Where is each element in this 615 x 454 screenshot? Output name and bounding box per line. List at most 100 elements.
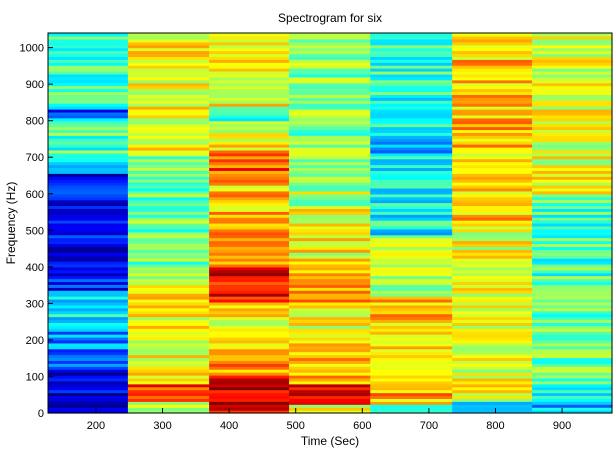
heat-cell — [127, 176, 210, 180]
heat-cell — [127, 249, 210, 253]
heat-cell — [48, 246, 129, 250]
heat-cell — [48, 167, 129, 171]
heat-cell — [289, 173, 371, 177]
heat-cell — [209, 44, 290, 49]
heat-cell — [370, 129, 453, 133]
heat-cell — [532, 59, 613, 63]
heat-cell — [289, 199, 371, 204]
heat-cell — [370, 310, 453, 315]
heat-cell — [452, 269, 533, 274]
heat-cell — [127, 114, 210, 119]
heat-cell — [370, 100, 453, 104]
heat-cell — [48, 205, 129, 209]
heat-cell — [289, 307, 371, 312]
heat-cell — [127, 35, 210, 40]
heat-cell — [532, 65, 613, 69]
chart-title: Spectrogram for six — [278, 11, 382, 25]
heat-cell — [452, 214, 533, 218]
heat-cell — [48, 225, 129, 230]
heat-cell — [370, 68, 453, 72]
heat-cell — [289, 363, 371, 367]
heat-cell — [289, 392, 371, 397]
heat-cell — [452, 389, 533, 394]
heat-cell — [452, 106, 533, 110]
heat-cell — [209, 407, 290, 411]
heat-cell — [532, 208, 613, 212]
heat-cell — [452, 147, 533, 151]
heat-cell — [48, 100, 129, 104]
heat-cell — [370, 167, 453, 171]
heat-cell — [48, 266, 129, 271]
heat-cell — [370, 123, 453, 128]
heat-cell — [127, 342, 210, 347]
heat-cell — [532, 246, 613, 250]
heat-cell — [452, 231, 533, 236]
heat-cell — [289, 252, 371, 256]
heat-cell — [532, 284, 613, 288]
heat-cell — [370, 170, 453, 174]
heat-cell — [452, 117, 533, 122]
heat-cell — [370, 380, 453, 385]
heat-cell — [532, 377, 613, 382]
heat-cell — [48, 71, 129, 75]
heat-cell — [127, 328, 210, 332]
heat-cell — [452, 351, 533, 356]
heat-cell — [370, 132, 453, 136]
heat-cell — [48, 94, 129, 98]
heat-cell — [452, 97, 533, 101]
heat-cell — [370, 94, 453, 98]
heat-cell — [209, 246, 290, 250]
heat-cell — [48, 372, 129, 376]
heat-cell — [209, 345, 290, 350]
heat-cell — [452, 35, 533, 40]
heat-cell — [48, 348, 129, 353]
heat-cell — [48, 53, 129, 57]
heat-cell — [532, 111, 613, 116]
heat-cell — [532, 360, 613, 364]
heat-cell — [48, 126, 129, 131]
heat-cell — [370, 155, 453, 160]
heat-cell — [289, 369, 371, 373]
heat-cell — [532, 144, 613, 148]
heat-cell — [452, 252, 533, 256]
heat-cell — [209, 272, 290, 277]
heat-cell — [289, 331, 371, 335]
heat-cell — [452, 258, 533, 262]
heat-cell — [209, 111, 290, 116]
heat-cell — [289, 50, 371, 55]
heat-cell — [289, 193, 371, 198]
heat-cell — [48, 109, 129, 113]
heat-cell — [48, 170, 129, 174]
heat-cell — [370, 322, 453, 326]
heat-cell — [48, 304, 129, 309]
heat-cell — [532, 299, 613, 303]
heat-cell — [452, 100, 533, 104]
heat-cell — [127, 275, 210, 280]
heat-cell — [370, 76, 453, 81]
heat-cell — [209, 190, 290, 195]
heat-cell — [127, 167, 210, 171]
heat-cell — [370, 62, 453, 66]
heat-cell — [452, 401, 533, 405]
heat-cell — [452, 149, 533, 154]
heat-cell — [289, 310, 371, 315]
heat-cell — [289, 138, 371, 142]
heat-cell — [532, 220, 613, 224]
heat-cell — [289, 228, 371, 233]
heat-cell — [532, 258, 613, 262]
heat-cell — [370, 109, 453, 113]
heat-cell — [289, 155, 371, 160]
heat-cell — [452, 120, 533, 125]
heat-cell — [532, 100, 613, 104]
heat-cell — [370, 231, 453, 236]
heat-cell — [370, 366, 453, 370]
heat-cell — [289, 208, 371, 212]
heat-cell — [452, 94, 533, 98]
heat-cell — [370, 313, 453, 318]
heat-cell — [370, 301, 453, 306]
heat-cell — [532, 325, 613, 329]
heat-cell — [370, 261, 453, 265]
heat-cell — [532, 202, 613, 207]
heat-cell — [48, 44, 129, 49]
heat-cell — [48, 228, 129, 233]
